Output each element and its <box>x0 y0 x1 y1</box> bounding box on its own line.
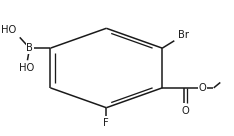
Text: HO: HO <box>1 25 16 35</box>
Text: O: O <box>182 106 190 116</box>
Text: Br: Br <box>178 30 189 40</box>
Text: F: F <box>103 118 109 128</box>
Text: B: B <box>26 43 33 53</box>
Text: HO: HO <box>19 63 34 73</box>
Text: O: O <box>199 83 207 93</box>
